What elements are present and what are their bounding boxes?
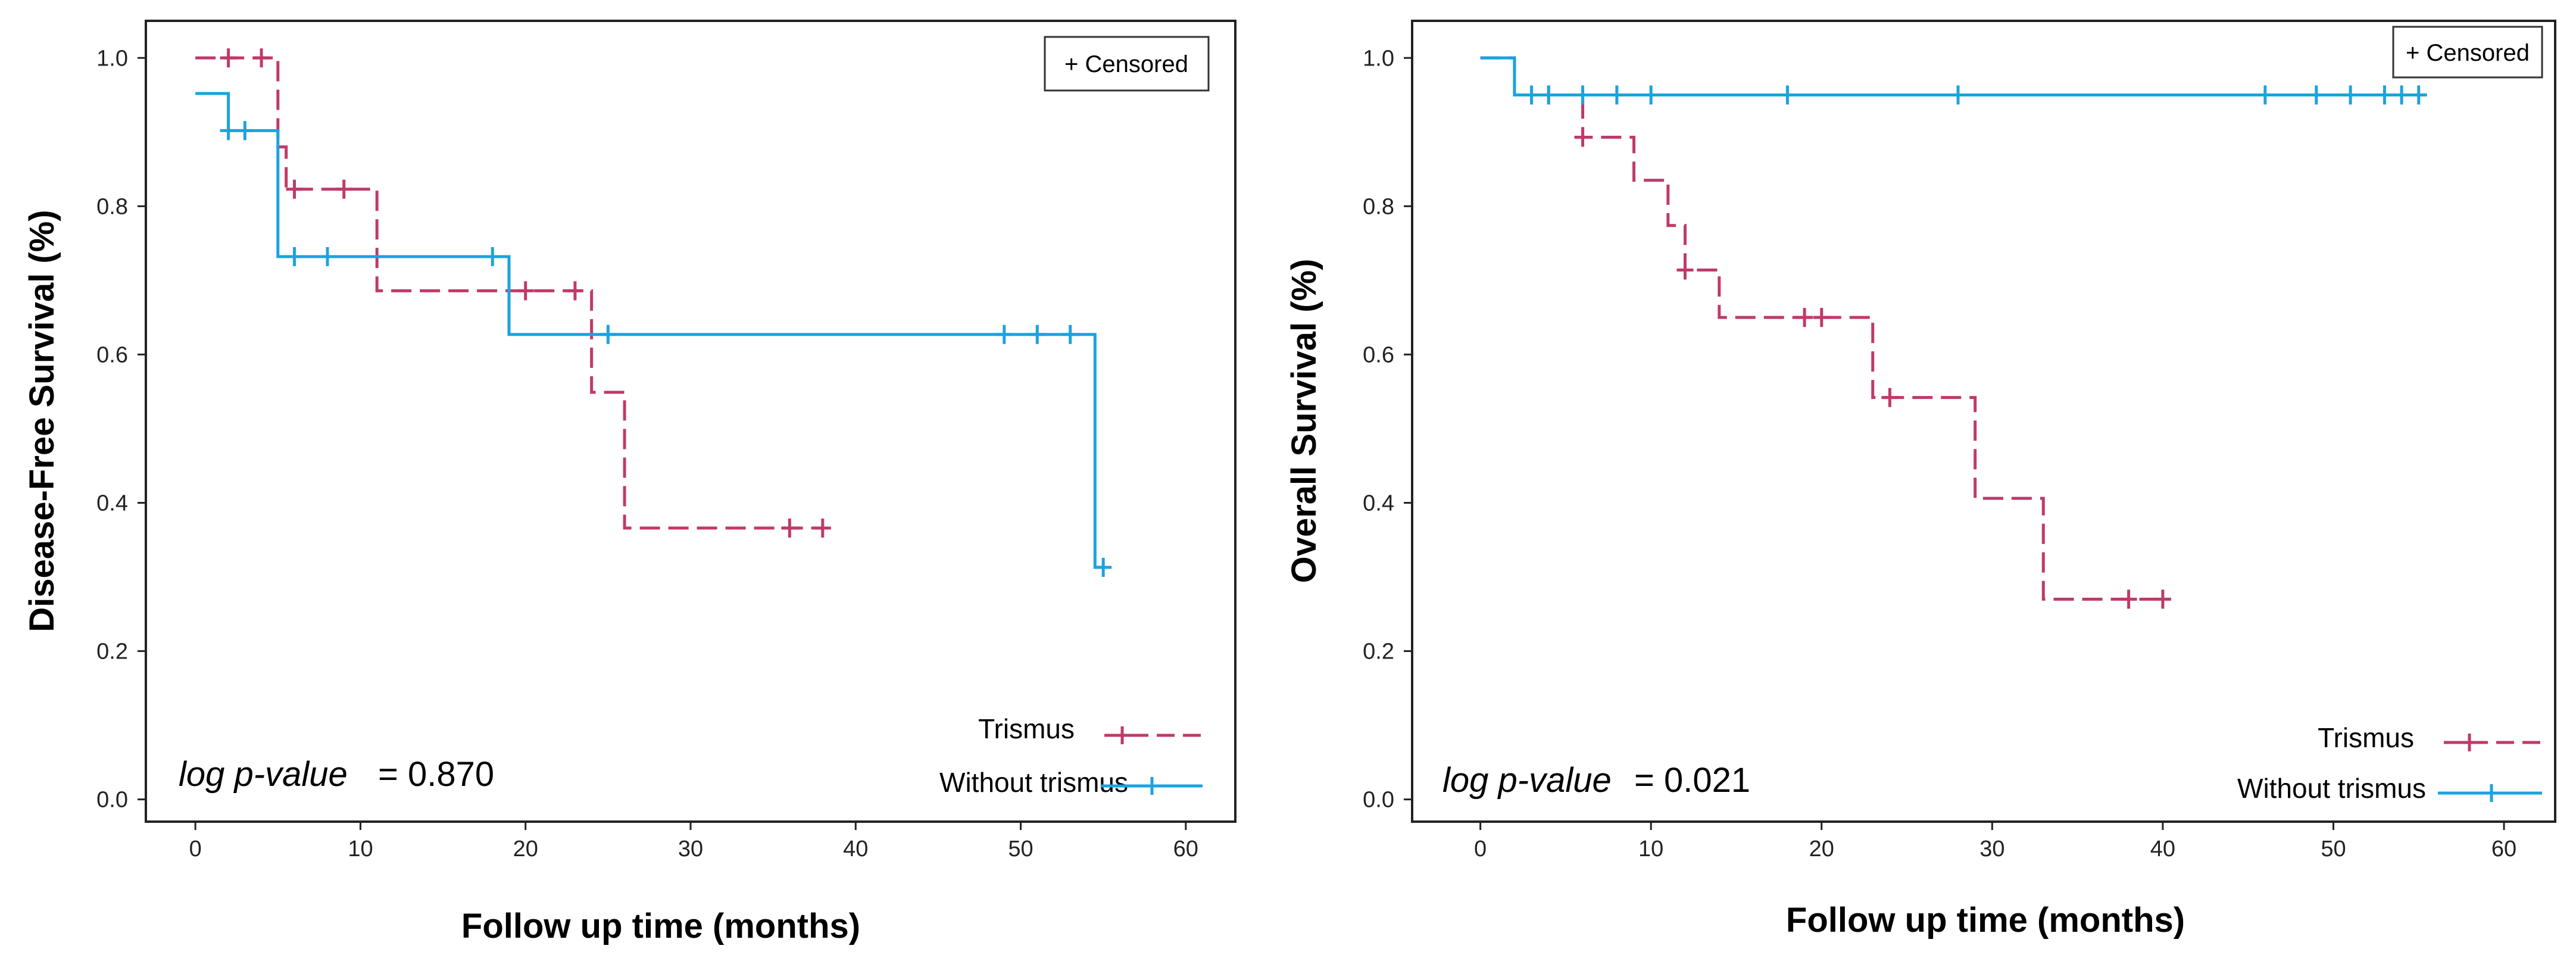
os-without-trismus-censored-mark bbox=[1523, 85, 1540, 105]
os-plot-frame bbox=[1411, 20, 2556, 823]
os-without-trismus-censored-mark bbox=[2308, 85, 2325, 105]
dfs-trismus-censored-mark bbox=[781, 518, 798, 538]
os-y-tick-label: 0.8 bbox=[1363, 194, 1394, 219]
dfs-x-tick-label: 60 bbox=[1173, 837, 1198, 862]
dfs-without-trismus-censored-mark bbox=[286, 247, 303, 267]
dfs-without-trismus-survival-curve bbox=[195, 92, 1104, 569]
os-trismus-censored-mark bbox=[2154, 589, 2171, 609]
os-y-axis-title: Overall Survival (%) bbox=[1285, 259, 1323, 583]
dfs-pvalue-label: log p-value bbox=[179, 755, 348, 794]
dfs-x-tick-label: 50 bbox=[1008, 837, 1033, 862]
os-trismus-censored-mark bbox=[1881, 388, 1899, 407]
os-without-trismus-censored-mark bbox=[2256, 85, 2274, 105]
os-x-tick-label: 0 bbox=[1474, 837, 1487, 862]
os-y-tick-label: 0.0 bbox=[1363, 788, 1394, 813]
dfs-x-tick-label: 10 bbox=[348, 837, 373, 862]
os-without-trismus-censored-mark bbox=[1540, 85, 1557, 105]
os-legend-without-label: Without trismus bbox=[2237, 773, 2426, 804]
os-x-tick-label: 30 bbox=[1979, 837, 2004, 862]
os-legend: Trismus Without trismus bbox=[2237, 722, 2542, 804]
os-without-trismus-survival-curve bbox=[1480, 56, 2419, 97]
os-panel: 0 10 20 30 40 50 60 0.0 0.2 0.4 0.6 0.8 1.0 + Censor… bbox=[1285, 20, 2556, 940]
dfs-legend-trismus-label: Trismus bbox=[978, 713, 1075, 744]
os-without-trismus-censored-mark bbox=[2410, 85, 2427, 105]
os-without-trismus-censored-mark bbox=[1950, 85, 1967, 105]
os-without-trismus-censored-mark bbox=[2342, 85, 2359, 105]
dfs-trismus-censored-mark bbox=[286, 179, 303, 199]
os-trismus-censored-mark bbox=[1676, 260, 1694, 280]
dfs-without-trismus-censored-mark bbox=[1029, 324, 1046, 344]
os-x-tick-label: 50 bbox=[2321, 837, 2346, 862]
os-marks: 0 10 20 30 40 50 60 0.0 0.2 0.4 0.6 0.8 1.0 bbox=[1363, 46, 2516, 862]
os-trismus-censored-mark bbox=[1574, 127, 1591, 147]
os-x-axis-title: Follow up time (months) bbox=[1786, 901, 2185, 940]
os-trismus-censored-mark bbox=[1813, 308, 1830, 327]
os-y-tick-label: 0.4 bbox=[1363, 491, 1394, 516]
os-x-tick-label: 20 bbox=[1809, 837, 1834, 862]
os-censored-legend-box bbox=[2392, 26, 2543, 79]
dfs-y-axis-title: Disease-Free Survival (%) bbox=[23, 210, 61, 632]
os-y-tick-label: 0.2 bbox=[1363, 639, 1394, 664]
dfs-y-tick-label: 0.4 bbox=[96, 491, 128, 516]
dfs-x-tick-label: 0 bbox=[189, 837, 202, 862]
os-without-trismus-censored-mark bbox=[1643, 85, 1660, 105]
dfs-trismus-censored-mark bbox=[220, 48, 237, 68]
dfs-y-tick-label: 0.8 bbox=[96, 194, 128, 219]
dfs-without-trismus-censored-mark bbox=[1095, 557, 1112, 577]
dfs-legend-without-label: Without trismus bbox=[939, 767, 1128, 798]
os-without-trismus-censored-mark bbox=[2393, 85, 2410, 105]
dfs-without-trismus-censored-mark bbox=[599, 324, 617, 344]
dfs-without-trismus-censored-mark bbox=[220, 121, 237, 141]
dfs-y-tick-label: 0.2 bbox=[96, 639, 128, 664]
os-without-trismus-censored-mark bbox=[1608, 85, 1625, 105]
dfs-trismus-censored-mark bbox=[566, 281, 583, 301]
dfs-x-tick-label: 20 bbox=[513, 837, 538, 862]
dfs-trismus-censored-mark bbox=[517, 281, 534, 301]
dfs-without-trismus-censored-mark bbox=[484, 247, 501, 267]
os-without-trismus-censored-mark bbox=[1779, 85, 1796, 105]
os-censored-legend-label: + Censored bbox=[2406, 40, 2530, 66]
dfs-censored-legend-box bbox=[1044, 36, 1210, 92]
dfs-panel: 0 10 20 30 40 50 60 0.0 0.2 0.4 0.6 0.8 1.0 + Censor… bbox=[23, 20, 1237, 945]
dfs-censored-legend-label: + Censored bbox=[1064, 51, 1188, 77]
os-x-tick-label: 40 bbox=[2150, 837, 2175, 862]
dfs-x-tick-label: 40 bbox=[843, 837, 868, 862]
dfs-legend-trismus-marker bbox=[1113, 726, 1131, 744]
dfs-y-tick-label: 0.0 bbox=[96, 788, 128, 813]
dfs-without-trismus-censored-mark bbox=[319, 247, 336, 267]
os-pvalue-value: = 0.021 bbox=[1634, 761, 1750, 800]
dfs-without-trismus-censored-mark bbox=[1061, 324, 1079, 344]
dfs-without-trismus-censored-mark bbox=[995, 324, 1013, 344]
dfs-marks: 0 10 20 30 40 50 60 0.0 0.2 0.4 0.6 0.8 1.0 bbox=[96, 46, 1198, 862]
os-legend-trismus-label: Trismus bbox=[2318, 722, 2414, 753]
os-y-tick-label: 0.6 bbox=[1363, 342, 1394, 367]
dfs-trismus-censored-mark bbox=[253, 48, 270, 68]
os-without-trismus-censored-mark bbox=[2376, 85, 2393, 105]
os-x-tick-label: 10 bbox=[1638, 837, 1663, 862]
os-trismus-censored-mark bbox=[1796, 308, 1813, 327]
os-x-tick-label: 60 bbox=[2491, 837, 2516, 862]
dfs-trismus-censored-mark bbox=[335, 179, 352, 199]
dfs-without-trismus-censored-mark bbox=[236, 121, 254, 141]
dfs-plot-frame bbox=[145, 20, 1237, 823]
os-trismus-censored-mark bbox=[2120, 589, 2137, 609]
dfs-x-tick-label: 30 bbox=[678, 837, 703, 862]
dfs-pvalue-value: = 0.870 bbox=[378, 755, 494, 794]
os-legend-without-marker bbox=[2483, 784, 2500, 802]
os-y-tick-label: 1.0 bbox=[1363, 46, 1394, 71]
os-pvalue-label: log p-value bbox=[1442, 761, 1612, 800]
dfs-trismus-censored-mark bbox=[814, 518, 831, 538]
dfs-y-tick-label: 1.0 bbox=[96, 46, 128, 71]
dfs-legend-without-marker bbox=[1143, 777, 1161, 795]
os-legend-trismus-marker bbox=[2461, 734, 2478, 751]
dfs-y-tick-label: 0.6 bbox=[96, 342, 128, 367]
os-without-trismus-censored-mark bbox=[1574, 85, 1591, 105]
dfs-x-axis-title: Follow up time (months) bbox=[461, 907, 860, 945]
dfs-legend: Trismus Without trismus bbox=[939, 713, 1203, 798]
